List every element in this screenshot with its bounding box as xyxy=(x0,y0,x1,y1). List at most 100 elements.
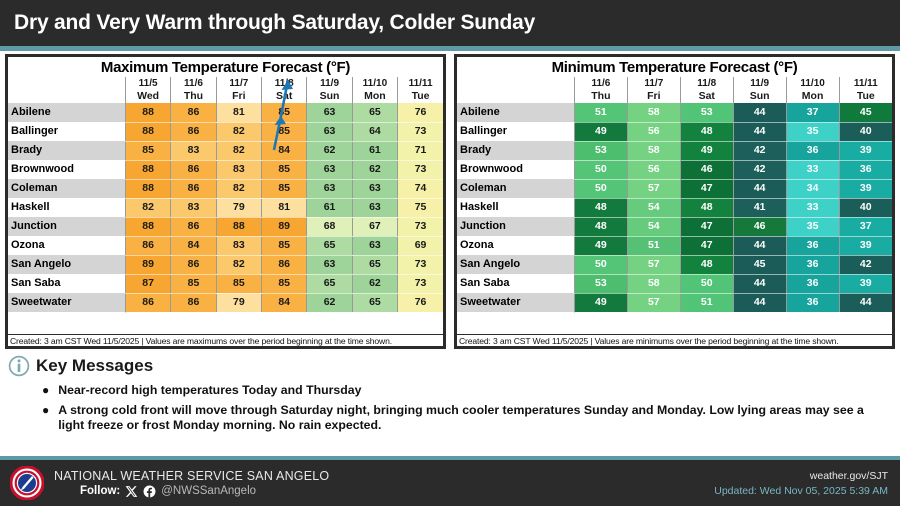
city-name-cell: Brownwood xyxy=(8,160,126,179)
temperature-cell: 75 xyxy=(397,198,443,218)
city-name-cell: Ozona xyxy=(457,236,575,255)
temperature-cell: 36 xyxy=(785,236,840,256)
key-message-text: A strong cold front will move through Sa… xyxy=(58,402,864,433)
temperature-cell: 48 xyxy=(679,255,734,275)
column-header-sun: 11/9 Sun xyxy=(306,77,353,103)
temperature-cell: 83 xyxy=(215,160,262,180)
temperature-cell: 85 xyxy=(124,141,171,161)
temperature-cell: 63 xyxy=(351,179,398,199)
temperature-cell: 48 xyxy=(573,198,628,218)
temperature-cell: 40 xyxy=(838,198,892,218)
temperature-cell: 45 xyxy=(732,255,787,275)
temperature-cell: 86 xyxy=(170,122,217,142)
city-name-cell: Sweetwater xyxy=(457,293,575,312)
temperature-cell: 63 xyxy=(306,179,353,199)
temperature-cell: 65 xyxy=(351,293,398,313)
column-header-sun: 11/9 Sun xyxy=(732,77,787,103)
temperature-cell: 82 xyxy=(124,198,171,218)
temperature-cell: 49 xyxy=(679,141,734,161)
temperature-cell: 87 xyxy=(124,274,171,294)
temperature-cell: 62 xyxy=(306,141,353,161)
city-name-cell: Coleman xyxy=(457,179,575,198)
temperature-cell: 85 xyxy=(261,103,307,123)
key-message-item: ● Near-record high temperatures Today and… xyxy=(42,383,887,399)
header-bar: Dry and Very Warm through Saturday, Cold… xyxy=(0,0,900,46)
facebook-icon[interactable] xyxy=(143,485,156,498)
temperature-cell: 53 xyxy=(679,103,734,123)
temperature-cell: 73 xyxy=(397,255,443,275)
city-name-cell: Ballinger xyxy=(8,122,126,141)
temperature-cell: 49 xyxy=(573,236,628,256)
city-name-cell: Ballinger xyxy=(457,122,575,141)
temperature-cell: 57 xyxy=(626,179,681,199)
column-header-thu: 11/6 Thu xyxy=(170,77,217,103)
temperature-cell: 37 xyxy=(838,217,892,237)
column-day: Sun xyxy=(749,90,770,102)
nws-logo xyxy=(10,466,44,500)
temperature-cell: 42 xyxy=(838,255,892,275)
header-accent-rule xyxy=(0,46,900,51)
city-name-cell: Junction xyxy=(8,217,126,236)
temperature-cell: 86 xyxy=(124,293,171,313)
column-day: Fri xyxy=(232,90,246,102)
temperature-cell: 82 xyxy=(215,141,262,161)
temperature-cell: 63 xyxy=(351,236,398,256)
temperature-cell: 61 xyxy=(351,141,398,161)
key-messages-header: Key Messages xyxy=(8,355,900,377)
temperature-cell: 86 xyxy=(170,179,217,199)
temperature-cell: 63 xyxy=(351,198,398,218)
column-date: 11/11 xyxy=(853,78,878,89)
min-table-note: Created: 3 am CST Wed 11/5/2025 | Values… xyxy=(457,334,892,346)
temperature-cell: 44 xyxy=(732,236,787,256)
temperature-cell: 35 xyxy=(785,217,840,237)
temperature-cell: 47 xyxy=(679,179,734,199)
min-table-title: Minimum Temperature Forecast (°F) xyxy=(551,59,798,76)
temperature-cell: 67 xyxy=(351,217,398,237)
city-name-cell: Ozona xyxy=(8,236,126,255)
column-date: 11/5 xyxy=(138,78,158,89)
column-day: Thu xyxy=(591,90,611,102)
city-name-cell: Haskell xyxy=(8,198,126,217)
temperature-cell: 86 xyxy=(170,255,217,275)
table-row: Haskell 48 54 48 41 33 40 xyxy=(457,198,892,218)
bullet-icon: ● xyxy=(42,402,50,417)
temperature-cell: 64 xyxy=(351,122,398,142)
temperature-cell: 47 xyxy=(679,236,734,256)
x-twitter-icon[interactable] xyxy=(125,485,138,498)
city-column-header xyxy=(457,77,574,103)
temperature-cell: 83 xyxy=(215,236,262,256)
temperature-cell: 62 xyxy=(351,274,398,294)
temperature-cell: 63 xyxy=(306,255,353,275)
temperature-cell: 48 xyxy=(679,122,734,142)
city-name-cell: Sweetwater xyxy=(8,293,126,312)
temperature-cell: 44 xyxy=(732,122,787,142)
temperature-cell: 57 xyxy=(626,293,681,313)
table-row: Abilene 88 86 81 85 63 65 76 xyxy=(8,103,443,123)
city-name-cell: Abilene xyxy=(457,103,575,122)
column-header-tue: 11/11 Tue xyxy=(838,77,892,103)
website-link[interactable]: weather.gov/SJT xyxy=(809,469,888,482)
table-row: Brownwood 50 56 46 42 33 36 xyxy=(457,160,892,180)
temperature-cell: 68 xyxy=(306,217,353,237)
temperature-cell: 36 xyxy=(785,255,840,275)
table-row: Ozona 86 84 83 85 65 63 69 xyxy=(8,236,443,256)
column-day: Mon xyxy=(801,90,824,102)
temperature-cell: 48 xyxy=(679,198,734,218)
footer-accent-rule xyxy=(0,456,900,460)
column-day: Fri xyxy=(647,90,661,102)
column-day: Sun xyxy=(319,90,340,102)
temperature-cell: 89 xyxy=(261,217,307,237)
table-row: Ozona 49 51 47 44 36 39 xyxy=(457,236,892,256)
temperature-cell: 76 xyxy=(397,293,443,313)
temperature-cell: 48 xyxy=(573,217,628,237)
temperature-cell: 39 xyxy=(838,179,892,199)
city-name-cell: Haskell xyxy=(457,198,575,217)
column-day: Wed xyxy=(137,90,160,102)
temperature-cell: 58 xyxy=(626,103,681,123)
column-day: Tue xyxy=(411,90,430,102)
temperature-cell: 85 xyxy=(170,274,217,294)
table-row: Coleman 50 57 47 44 34 39 xyxy=(457,179,892,199)
social-handle[interactable]: @NWSSanAngelo xyxy=(161,485,257,497)
column-day: Sat xyxy=(276,90,293,102)
